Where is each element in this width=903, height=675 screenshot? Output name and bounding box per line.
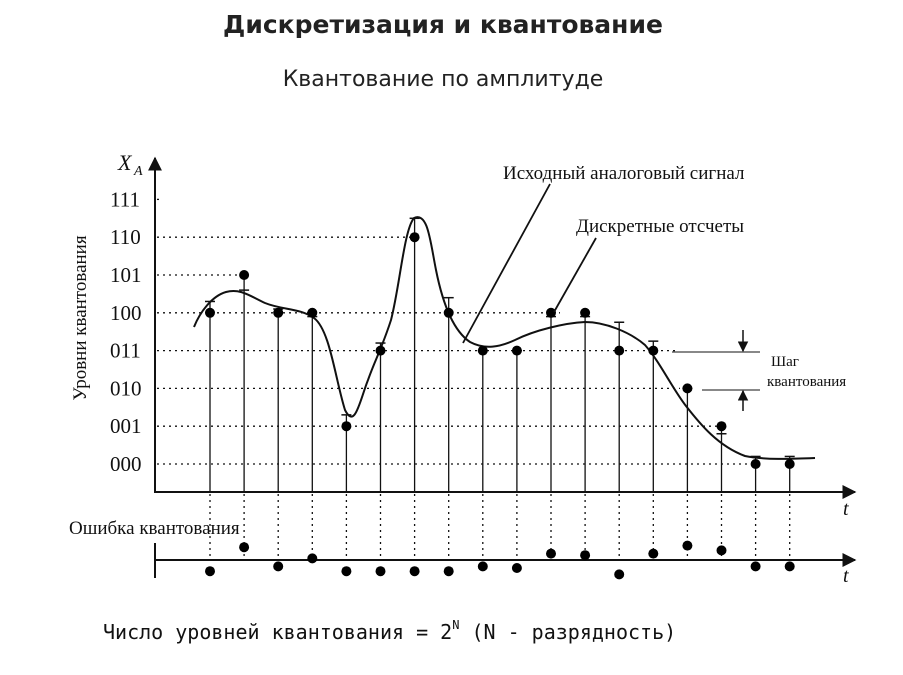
error-dot <box>205 566 215 577</box>
error-dot <box>784 561 795 572</box>
level-label: 100 <box>110 301 142 325</box>
sample-dot <box>580 307 591 318</box>
error-dot <box>682 540 693 551</box>
sample-dot <box>375 345 386 356</box>
error-dot <box>716 545 727 556</box>
error-dots <box>205 540 795 580</box>
analog-signal-curve <box>193 216 816 460</box>
level-labels: 000 001 010 011 100 101 110 111 <box>110 187 142 476</box>
error-axis-x-label: t <box>843 565 849 587</box>
sample-dot <box>614 345 625 356</box>
formula-prefix: Число уровней квантования = 2 <box>103 620 453 644</box>
y-axis-subscript: A <box>133 164 143 179</box>
page-subtitle: Квантование по амплитуде <box>282 67 604 92</box>
step-label-line1: Шаг <box>771 354 799 370</box>
error-dot <box>648 548 659 559</box>
level-label: 001 <box>110 414 142 438</box>
analog-signal-leader <box>462 183 551 344</box>
curve-sample-marks <box>205 217 795 458</box>
sample-dot <box>682 383 693 394</box>
level-gridlines <box>157 198 750 465</box>
step-label-line2: квантования <box>767 374 846 390</box>
sample-dot <box>648 345 659 356</box>
error-dot <box>546 548 556 559</box>
sample-dot <box>205 307 215 318</box>
error-dot <box>341 566 352 577</box>
sample-dot <box>409 232 420 243</box>
error-dot <box>375 566 386 577</box>
sample-dot <box>511 345 522 356</box>
error-dot <box>750 561 761 572</box>
sample-dot <box>716 421 727 432</box>
samples-annotation: Дискретные отсчеты <box>576 216 744 237</box>
y-axis-title: Уровни квантования <box>70 235 91 400</box>
sample-dot <box>443 307 454 318</box>
sample-dot <box>477 345 488 356</box>
sample-dot <box>307 307 318 318</box>
error-dot <box>580 550 591 561</box>
samples-leader <box>553 237 597 313</box>
level-label: 000 <box>110 452 142 476</box>
error-label: Ошибка квантования <box>69 518 240 539</box>
level-label: 010 <box>110 376 142 400</box>
sample-dot <box>750 459 761 469</box>
formula: Число уровней квантования = 2N (N - разр… <box>103 618 803 644</box>
formula-exponent: N <box>452 618 460 632</box>
formula-suffix: (N - разрядность) <box>459 620 677 644</box>
error-dot <box>273 561 284 572</box>
x-axis-label: t <box>843 498 849 520</box>
level-label: 011 <box>110 339 141 363</box>
sample-lines <box>209 218 791 492</box>
y-axis-symbol: X <box>117 150 133 175</box>
sample-dot <box>273 307 284 318</box>
error-dot <box>511 563 522 573</box>
sample-dot <box>546 307 556 318</box>
error-dot <box>477 561 488 572</box>
sample-dot <box>239 270 250 280</box>
level-label: 101 <box>110 263 142 287</box>
sample-dots <box>205 232 795 469</box>
sample-dot <box>341 421 352 432</box>
error-dot <box>239 542 250 553</box>
error-dot <box>307 553 318 564</box>
error-dot <box>614 569 625 580</box>
error-dot <box>409 566 420 577</box>
sample-dot <box>784 459 795 469</box>
level-label: 110 <box>110 225 141 249</box>
error-dot <box>443 566 454 577</box>
level-label: 111 <box>110 187 140 211</box>
page-title: Дискретизация и квантование <box>223 10 663 39</box>
analog-signal-annotation: Исходный аналоговый сигнал <box>503 163 745 184</box>
error-link-lines <box>209 494 791 560</box>
